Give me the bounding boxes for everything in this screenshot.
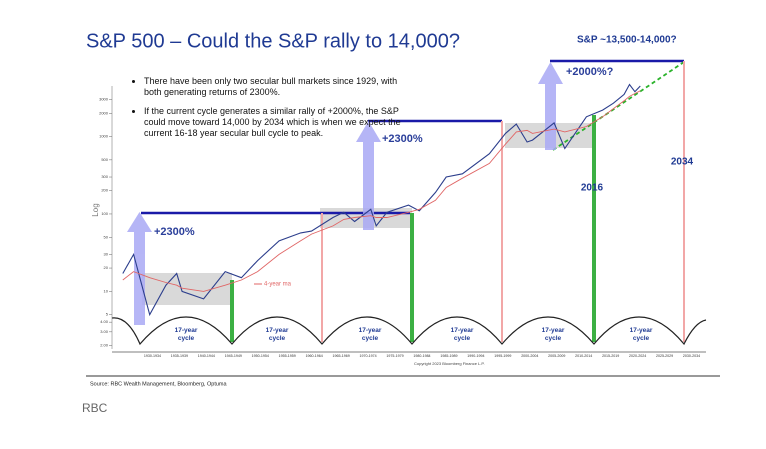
y-tick-label: 2000 <box>99 110 109 115</box>
chart-title: S&P 500 – Could the S&P rally to 14,000? <box>86 30 460 52</box>
annotation: +2300% <box>382 133 423 145</box>
y-tick-label: 3.00 <box>100 329 109 334</box>
y-axis-label: Log <box>91 203 100 216</box>
x-tick-label: 1940-1944 <box>198 354 215 358</box>
y-tick-label: 3000 <box>99 97 109 102</box>
x-tick-label: 1965-1969 <box>333 354 350 358</box>
x-tick-label: 1960-1964 <box>306 354 323 358</box>
gain-arrow-head <box>356 121 381 142</box>
y-tick-label: 20 <box>104 265 109 270</box>
x-tick-label: 1995-1999 <box>494 354 511 358</box>
annotation: 2016 <box>581 183 604 194</box>
x-tick-label: 2025-2029 <box>656 354 673 358</box>
y-tick-label: 100 <box>101 211 108 216</box>
y-tick-label: 1000 <box>99 134 109 139</box>
gain-arrow <box>363 140 374 230</box>
cycle-label: 17-year cycle <box>451 327 474 342</box>
x-tick-label: 1930-1934 <box>144 354 161 358</box>
x-tick-label: 1980-1984 <box>413 354 430 358</box>
annotation: +2000%? <box>566 66 614 78</box>
y-tick-label: 200 <box>101 188 108 193</box>
x-tick-label: 1955-1959 <box>279 354 296 358</box>
cycle-label: 17-year cycle <box>266 327 289 342</box>
gain-arrow-head <box>127 212 152 232</box>
gain-arrow <box>545 82 556 150</box>
x-tick-label: 1990-1994 <box>467 354 484 358</box>
x-tick-label: 1975-1979 <box>386 354 403 358</box>
y-tick-label: 10 <box>104 288 109 293</box>
bullet: There have been only two secular bull ma… <box>144 76 408 98</box>
x-tick-label: 1970-1974 <box>359 354 376 358</box>
x-tick-label: 2020-2024 <box>629 354 646 358</box>
caption: RBC <box>82 401 108 415</box>
cycle-arcs <box>111 316 707 346</box>
x-tick-label: 2010-2014 <box>575 354 592 358</box>
y-tick-label: 30 <box>104 251 109 256</box>
bullets: There have been only two secular bull ma… <box>128 76 408 176</box>
x-tick-label: 2030-2034 <box>683 354 700 358</box>
x-tick-label: 2015-2019 <box>602 354 619 358</box>
annotation-shapes <box>86 59 720 377</box>
annotation: 2034 <box>671 157 694 168</box>
trend-line <box>552 61 685 151</box>
bullet: If the current cycle generates a similar… <box>144 106 408 139</box>
copyright: Copyright 2023 Bloomberg Finance L.P. <box>414 361 485 366</box>
source: Source: RBC Wealth Management, Bloomberg… <box>90 381 227 387</box>
gain-arrow-head <box>538 62 563 84</box>
cycle-label: 17-year cycle <box>175 327 198 342</box>
x-tick-label: 2005-2009 <box>548 354 565 358</box>
target-label: S&P ~13,500-14,000? <box>577 35 677 46</box>
series-line <box>122 83 641 317</box>
series-line <box>122 90 641 292</box>
x-tick-label: 1945-1949 <box>225 354 242 358</box>
y-tick-label: 50 <box>104 234 109 239</box>
y-tick-label: 5 <box>106 312 109 317</box>
y-tick-label: 4.00 <box>100 319 109 324</box>
cycle-label: 17-year cycle <box>630 327 653 342</box>
y-tick-label: 2.00 <box>100 343 109 348</box>
x-tick-label: 1950-1954 <box>252 354 269 358</box>
legend-label: 4-year ma <box>264 282 292 288</box>
x-tick-label: 1985-1989 <box>440 354 457 358</box>
cycle-label: 17-year cycle <box>359 327 382 342</box>
y-tick-label: 500 <box>101 157 108 162</box>
y-tick-label: 300 <box>101 174 108 179</box>
cycle-label: 17-year cycle <box>542 327 565 342</box>
annotation: +2300% <box>154 226 195 238</box>
x-tick-label: 2000-2004 <box>521 354 538 358</box>
x-tick-label: 1935-1939 <box>171 354 188 358</box>
